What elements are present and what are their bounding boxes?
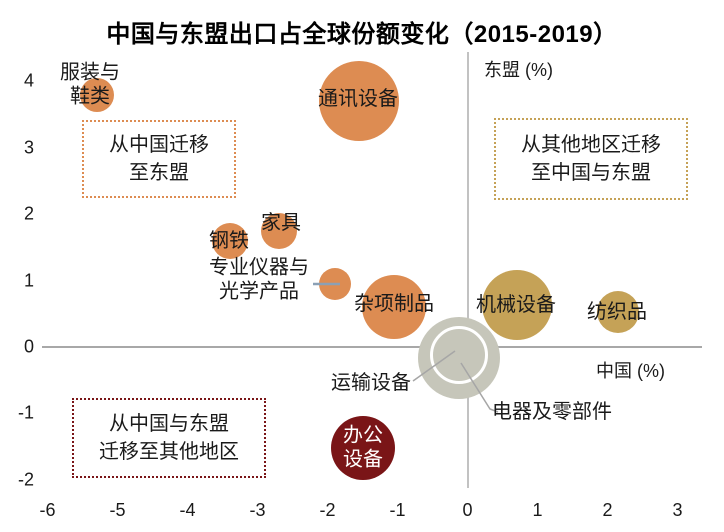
- bubble-label-apparel-footwear: 服装与 鞋类: [60, 61, 120, 107]
- bubble-label-steel: 钢铁: [209, 230, 249, 253]
- bubble-telecom-equipment: [319, 61, 399, 142]
- y-tick--1: -1: [17, 402, 34, 423]
- bubble-steel: [211, 222, 248, 259]
- y-tick-3: 3: [23, 137, 34, 158]
- x-tick--2: -2: [319, 500, 336, 520]
- bubble-label-transport-equipment: 运输设备: [331, 372, 411, 395]
- bubble-label-instruments-optical: 专业仪器与 光学产品: [209, 256, 309, 302]
- x-tick--4: -4: [179, 500, 196, 520]
- bubble-label-office-equipment: 办公 设备: [343, 424, 383, 470]
- bubble-office-equipment: [330, 415, 395, 480]
- bubble-label-telecom-equipment: 通讯设备: [318, 88, 398, 111]
- annotation-text: 迁移至其他地区: [99, 441, 239, 463]
- y-tick-0: 0: [23, 336, 34, 357]
- x-tick-2: 2: [602, 500, 613, 520]
- y-tick-2: 2: [23, 203, 34, 224]
- annotation-migrate-other-to-china-asean: 从其他地区迁移 至中国与东盟: [494, 118, 688, 200]
- bubble-label-machinery: 机械设备: [476, 294, 556, 317]
- chart-title: 中国与东盟出口占全球份额变化（2015-2019）: [106, 21, 618, 48]
- y-axis-label: 东盟 (%): [484, 60, 553, 80]
- x-axis-line: [42, 346, 702, 348]
- annotation-text: 至东盟: [129, 162, 189, 184]
- x-axis-label: 中国 (%): [596, 361, 665, 381]
- x-tick-0: 0: [462, 500, 473, 520]
- x-tick--3: -3: [249, 500, 266, 520]
- annotation-migrate-china-to-asean: 从中国迁移 至东盟: [82, 120, 236, 198]
- annotation-text: 从中国与东盟: [109, 413, 229, 435]
- bubble-apparel-footwear: [79, 77, 114, 112]
- bubble-label-textiles: 纺织品: [587, 301, 647, 324]
- x-tick-1: 1: [532, 500, 543, 520]
- bubble-label-electrical-components: 电器及零部件: [492, 401, 612, 424]
- bubble-label-misc-manufactures: 杂项制品: [354, 293, 434, 316]
- bubble-label-furniture: 家具: [261, 212, 301, 235]
- y-axis-line: [467, 52, 469, 488]
- y-tick-4: 4: [23, 70, 34, 91]
- bubble-textiles: [597, 291, 639, 334]
- x-tick-3: 3: [672, 500, 683, 520]
- bubble-instruments-optical: [318, 267, 351, 300]
- x-tick--6: -6: [39, 500, 56, 520]
- annotation-migrate-china-asean-to-other: 从中国与东盟 迁移至其他地区: [72, 398, 266, 478]
- y-tick--2: -2: [17, 469, 34, 490]
- annotation-text: 至中国与东盟: [531, 162, 651, 184]
- y-tick-1: 1: [23, 270, 34, 291]
- x-tick--1: -1: [389, 500, 406, 520]
- bubble-furniture: [260, 212, 297, 249]
- x-tick--5: -5: [109, 500, 126, 520]
- bubble-misc-manufactures: [362, 275, 426, 340]
- annotation-text: 从中国迁移: [109, 134, 209, 156]
- annotation-text: 从其他地区迁移: [521, 134, 661, 156]
- bubble-machinery: [481, 270, 552, 341]
- bubble-transport-equipment: [429, 326, 488, 385]
